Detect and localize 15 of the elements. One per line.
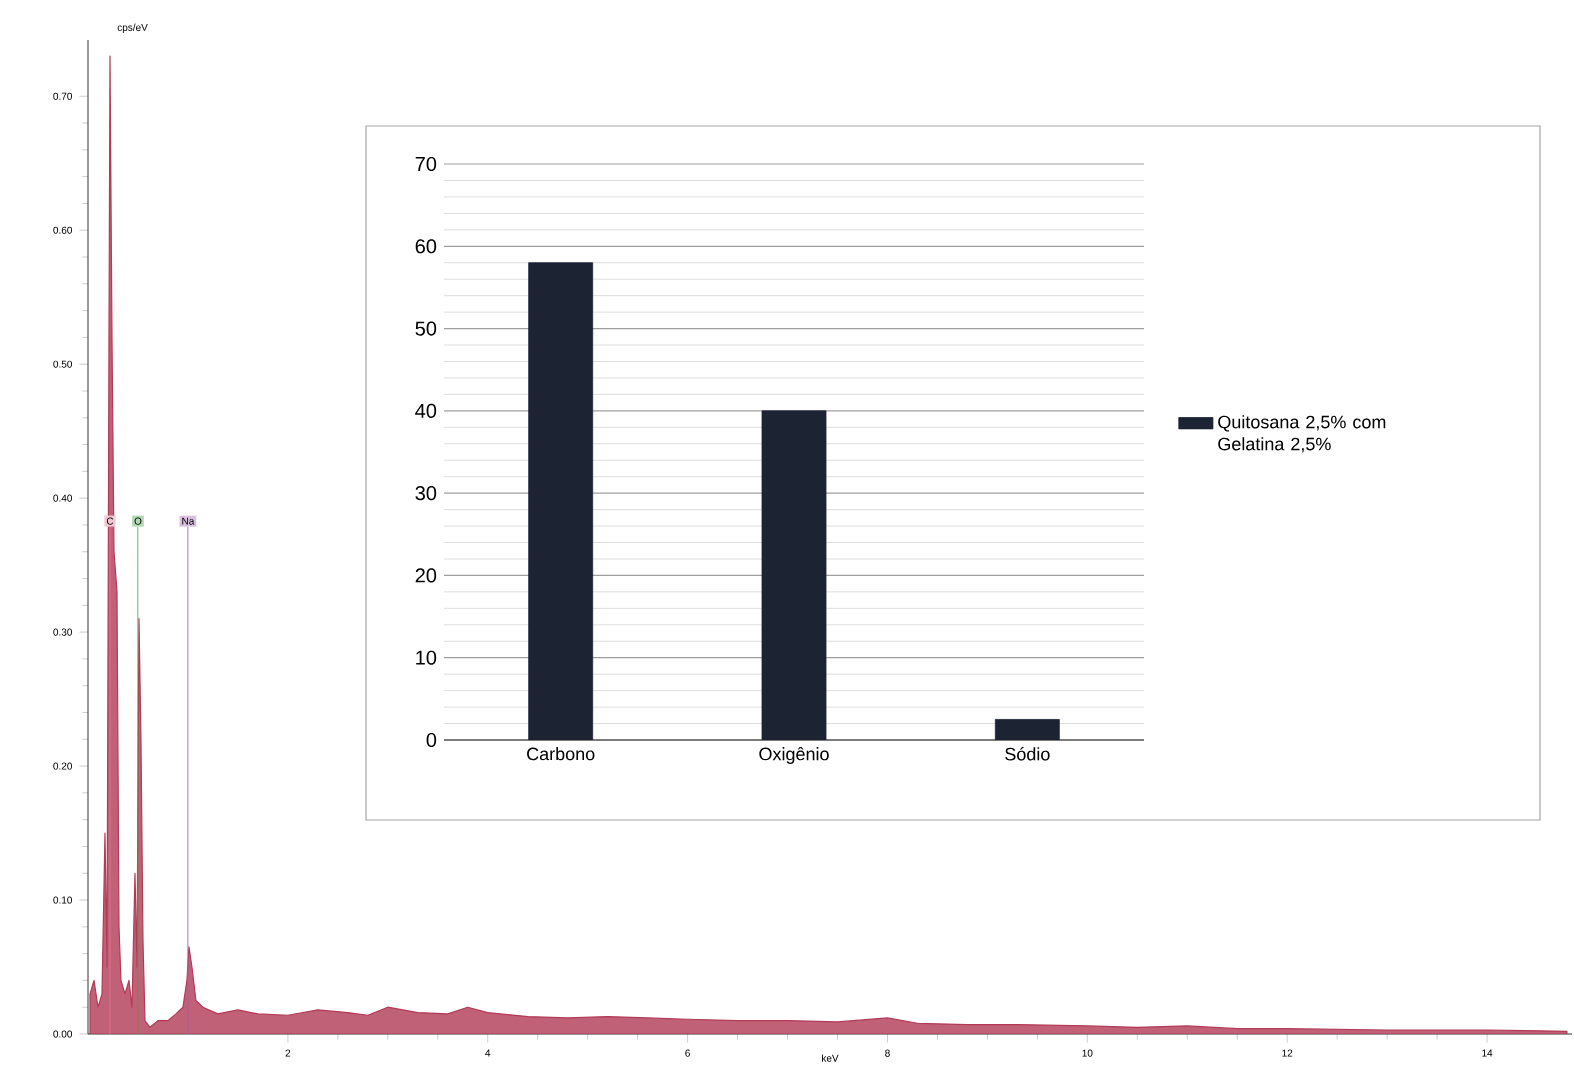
y-tick-label: 0 xyxy=(426,732,437,748)
x-tick-label: Carbono xyxy=(527,747,595,761)
x-tick-label: Oxigênio xyxy=(759,747,829,764)
y-tick-label: 40 xyxy=(415,403,437,418)
legend-label: Quitosana 2,5% com Gelatina 2,5% xyxy=(1218,415,1386,453)
y-tick-label: 20 xyxy=(415,568,437,583)
bar xyxy=(528,262,594,740)
y-tick-label: 60 xyxy=(415,239,437,254)
y-tick-label: 70 xyxy=(415,156,437,172)
x-tick-label: Sódio xyxy=(1005,747,1050,761)
y-tick-label: 10 xyxy=(416,650,437,665)
y-tick-label: 30 xyxy=(415,486,437,501)
bar xyxy=(761,410,827,740)
y-tick-label: 50 xyxy=(415,321,437,336)
bar xyxy=(994,719,1060,740)
